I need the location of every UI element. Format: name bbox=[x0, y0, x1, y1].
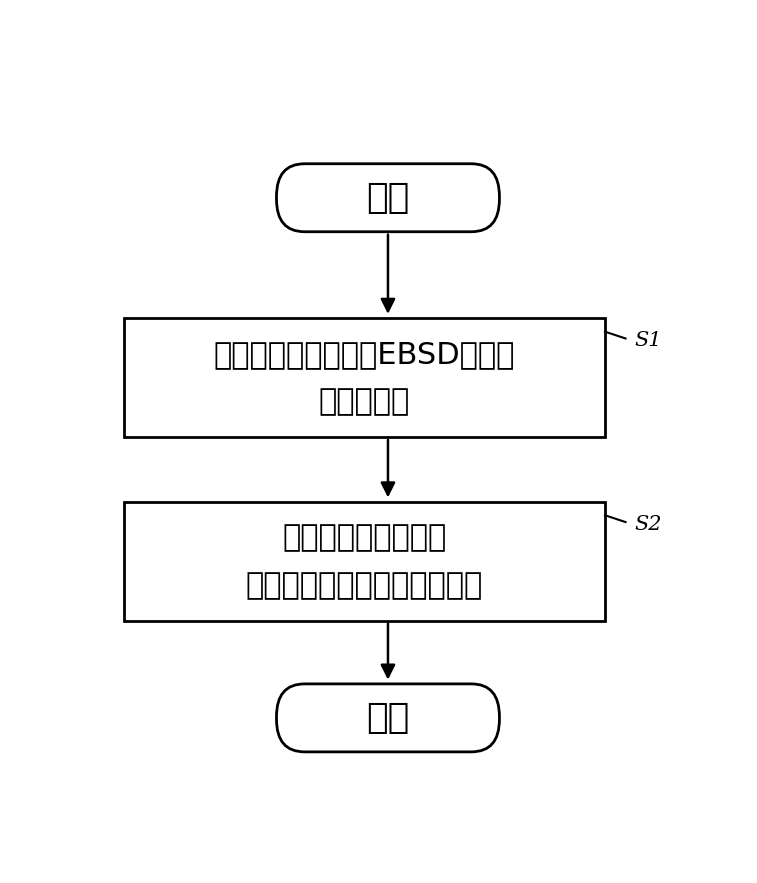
FancyBboxPatch shape bbox=[276, 163, 500, 231]
Text: S2: S2 bbox=[634, 515, 662, 533]
FancyBboxPatch shape bbox=[276, 683, 500, 752]
Text: 在介观模型的基础上
建立材料的晶体塑性本构模型: 在介观模型的基础上 建立材料的晶体塑性本构模型 bbox=[246, 524, 483, 600]
Text: S1: S1 bbox=[634, 331, 662, 350]
Text: 开始: 开始 bbox=[366, 181, 410, 215]
Text: 结束: 结束 bbox=[366, 701, 410, 735]
Bar bbox=[124, 319, 605, 437]
Text: 根据面心立方材料的EBSD信息建
立介观模型: 根据面心立方材料的EBSD信息建 立介观模型 bbox=[213, 340, 516, 416]
Bar bbox=[124, 502, 605, 621]
